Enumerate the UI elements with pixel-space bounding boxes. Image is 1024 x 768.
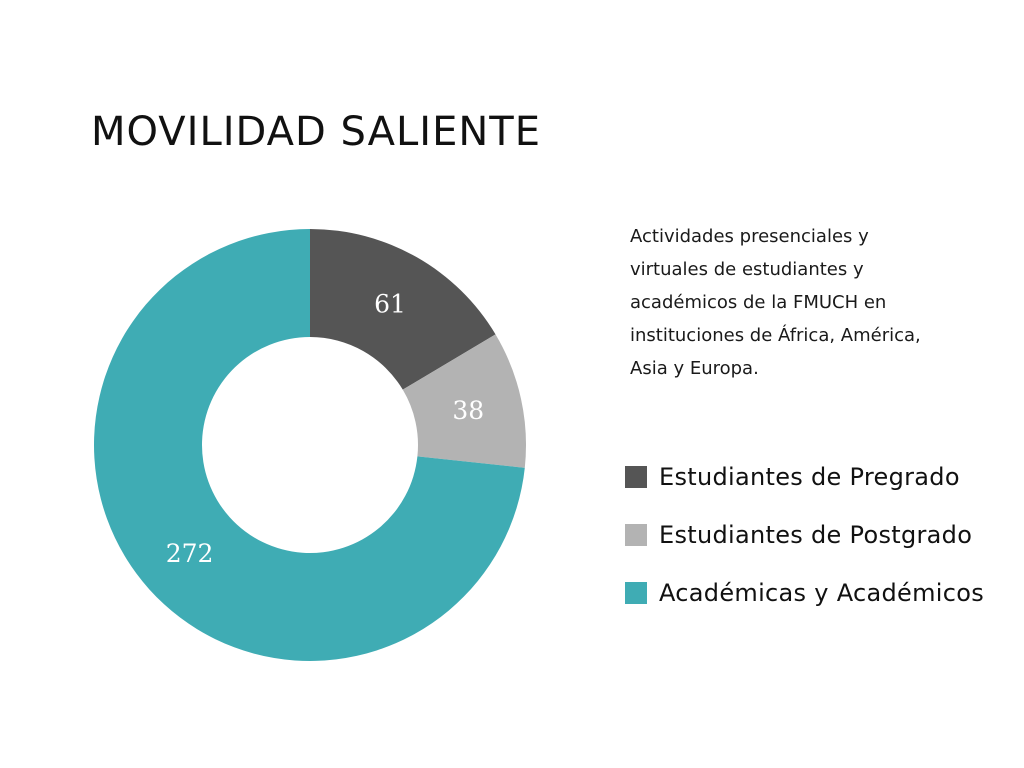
legend-item: Estudiantes de Postgrado	[625, 506, 984, 564]
legend-item: Estudiantes de Pregrado	[625, 448, 984, 506]
legend-label: Académicas y Académicos	[659, 579, 985, 607]
chart-legend: Estudiantes de Pregrado Estudiantes de Po…	[625, 448, 984, 622]
donut-slices	[93, 229, 526, 661]
donut-slice-estudiantes-de-postgrado	[402, 334, 526, 468]
legend-item: Académicas y Académicos	[625, 564, 984, 622]
donut-slice-academicas-y-academicos	[93, 229, 525, 661]
donut-slice-estudiantes-de-pregrado	[310, 229, 496, 390]
legend-swatch	[625, 466, 647, 488]
legend-swatch	[625, 582, 647, 604]
legend-label: Estudiantes de Pregrado	[659, 463, 960, 491]
slice-value-label: 38	[452, 396, 484, 425]
page-title: MOVILIDAD SALIENTE	[91, 109, 541, 155]
legend-label: Estudiantes de Postgrado	[659, 521, 973, 549]
legend-swatch	[625, 524, 647, 546]
chart-description: Actividades presenciales y virtuales de …	[630, 226, 921, 379]
donut-chart: 61 38 272	[93, 229, 526, 661]
slice-value-label: 61	[374, 290, 406, 319]
slice-value-label: 272	[166, 539, 214, 568]
donut-slice-labels: 61 38 272	[166, 290, 484, 568]
